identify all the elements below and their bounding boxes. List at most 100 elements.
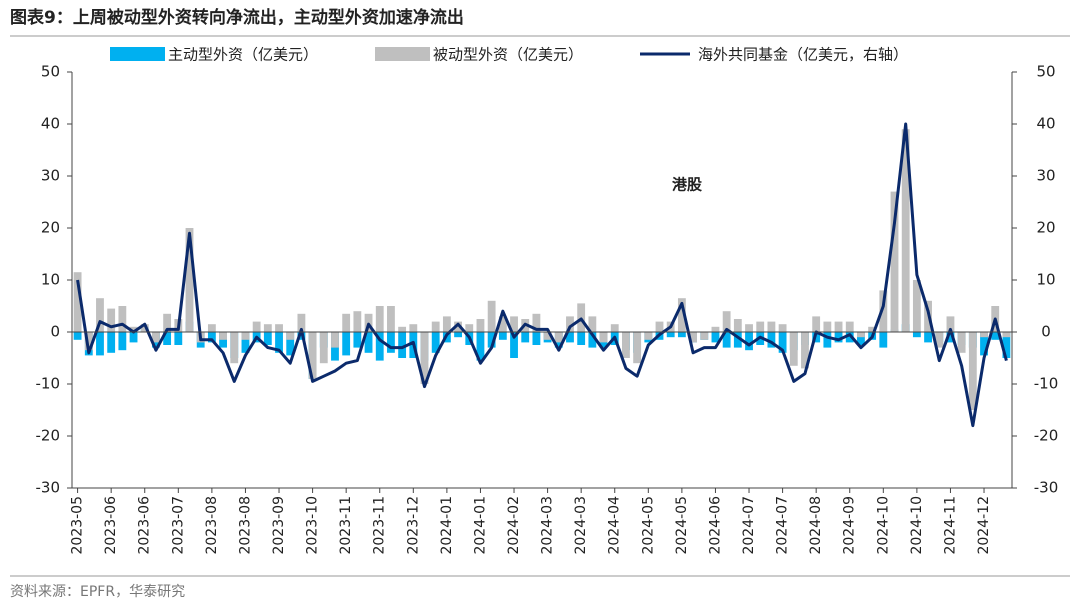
x-tick-label: 2024-06 (707, 496, 723, 555)
x-tick-label: 2024-03 (540, 496, 556, 555)
chart-title: 图表9：上周被动型外资转向净流出，主动型外资加速净流出 (10, 7, 464, 28)
x-tick-label: 2023-10 (305, 496, 321, 555)
bar (834, 332, 843, 343)
bar (935, 332, 944, 348)
bar (163, 332, 172, 345)
bar (241, 332, 250, 340)
bar (968, 332, 977, 410)
bar (733, 319, 742, 332)
bar (398, 332, 407, 358)
bar (476, 332, 485, 361)
y2-tick-label: -30 (1034, 479, 1059, 497)
bar (980, 332, 988, 356)
bar (107, 308, 116, 332)
bar (342, 332, 351, 356)
bar (152, 332, 160, 343)
bar (711, 332, 720, 343)
bar (924, 332, 932, 343)
bar (789, 332, 798, 366)
bar (543, 332, 552, 340)
x-tick-label: 2024-12 (976, 496, 992, 555)
x-tick-label: 2023-07 (170, 496, 186, 555)
x-tick-label: 2023-09 (271, 496, 287, 555)
bar (398, 326, 407, 332)
x-tick-label: 2023-08 (204, 496, 220, 555)
bar (431, 332, 440, 353)
bar (140, 324, 149, 332)
bar (487, 300, 496, 332)
legend-label: 被动型外资（亿美元） (433, 46, 583, 64)
bar (778, 332, 787, 353)
bar (566, 332, 574, 343)
bar (375, 306, 384, 332)
x-tick-label: 2023-06 (103, 496, 119, 555)
x-tick-label: 2023-05 (70, 496, 86, 555)
bar (252, 321, 261, 332)
bar (655, 321, 664, 332)
bar (722, 332, 731, 348)
bar (823, 321, 832, 332)
bar (118, 306, 127, 332)
x-tick-label: 2024-11 (942, 496, 958, 555)
bar (521, 332, 530, 343)
bar (454, 332, 462, 338)
legend-label: 主动型外资（亿美元） (168, 46, 318, 64)
bar (263, 324, 272, 332)
y2-tick-label: 10 (1036, 271, 1055, 289)
line (76, 122, 1008, 428)
x-tick-label: 2024-01 (472, 496, 488, 555)
x-tick-label: 2024-10 (875, 496, 891, 555)
bar (465, 324, 474, 332)
y2-tick-label: -20 (1034, 427, 1059, 445)
bar (263, 332, 272, 345)
bar (566, 316, 574, 332)
source: 资料来源：EPFR，华泰研究 (10, 584, 185, 600)
bar (845, 321, 854, 332)
bar (689, 332, 697, 343)
bar (857, 332, 865, 338)
bar (73, 332, 82, 340)
bar (286, 332, 295, 356)
y-tick-label: 20 (41, 219, 60, 237)
bar (163, 313, 172, 332)
x-tick-label: 2024-09 (842, 496, 858, 555)
x-tick-label: 2024-07 (741, 496, 757, 555)
y2-tick-label: 20 (1036, 219, 1055, 237)
bar (241, 332, 250, 353)
bar (420, 332, 429, 384)
x-tick-label: 2023-11 (338, 496, 354, 555)
x-tick-label: 2024-08 (808, 496, 824, 555)
bar (342, 313, 351, 332)
bar (622, 332, 630, 358)
y2-tick-label: 40 (1036, 115, 1055, 133)
bar (554, 332, 563, 343)
bar (96, 298, 104, 332)
bar (387, 332, 395, 353)
bar (745, 332, 753, 351)
bar (174, 332, 183, 345)
x-tick-label: 2023-12 (405, 496, 421, 555)
bar (319, 332, 328, 364)
bar (812, 316, 821, 332)
bar (599, 332, 608, 343)
bar (387, 306, 395, 332)
bar (879, 290, 888, 332)
bar (364, 332, 373, 353)
bar (286, 332, 295, 340)
bar (767, 321, 776, 332)
bar (588, 316, 597, 332)
bar (510, 332, 518, 358)
bar (677, 298, 686, 332)
bar (834, 321, 843, 332)
bar (868, 326, 877, 332)
bar (185, 228, 194, 332)
legend-swatch (375, 47, 430, 61)
x-tick-label: 2023-06 (137, 496, 153, 555)
bar (957, 332, 966, 353)
bar (767, 332, 776, 348)
y-tick-label: -10 (36, 375, 61, 393)
bar (610, 324, 619, 332)
y2-tick-label: 30 (1036, 167, 1055, 185)
